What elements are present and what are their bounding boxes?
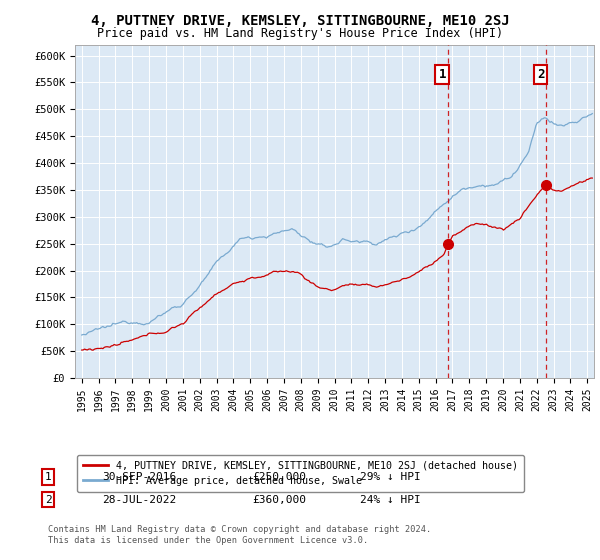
Text: Contains HM Land Registry data © Crown copyright and database right 2024.
This d: Contains HM Land Registry data © Crown c… bbox=[48, 525, 431, 545]
Text: 28-JUL-2022: 28-JUL-2022 bbox=[102, 494, 176, 505]
Text: 30-SEP-2016: 30-SEP-2016 bbox=[102, 472, 176, 482]
Text: £360,000: £360,000 bbox=[252, 494, 306, 505]
Text: 1: 1 bbox=[44, 472, 52, 482]
Text: 4, PUTTNEY DRIVE, KEMSLEY, SITTINGBOURNE, ME10 2SJ: 4, PUTTNEY DRIVE, KEMSLEY, SITTINGBOURNE… bbox=[91, 14, 509, 28]
Text: 24% ↓ HPI: 24% ↓ HPI bbox=[360, 494, 421, 505]
Text: 2: 2 bbox=[44, 494, 52, 505]
Text: 29% ↓ HPI: 29% ↓ HPI bbox=[360, 472, 421, 482]
Text: £250,000: £250,000 bbox=[252, 472, 306, 482]
Text: 1: 1 bbox=[439, 68, 446, 81]
Text: Price paid vs. HM Land Registry's House Price Index (HPI): Price paid vs. HM Land Registry's House … bbox=[97, 27, 503, 40]
Legend: 4, PUTTNEY DRIVE, KEMSLEY, SITTINGBOURNE, ME10 2SJ (detached house), HPI: Averag: 4, PUTTNEY DRIVE, KEMSLEY, SITTINGBOURNE… bbox=[77, 455, 524, 492]
Text: 2: 2 bbox=[537, 68, 544, 81]
